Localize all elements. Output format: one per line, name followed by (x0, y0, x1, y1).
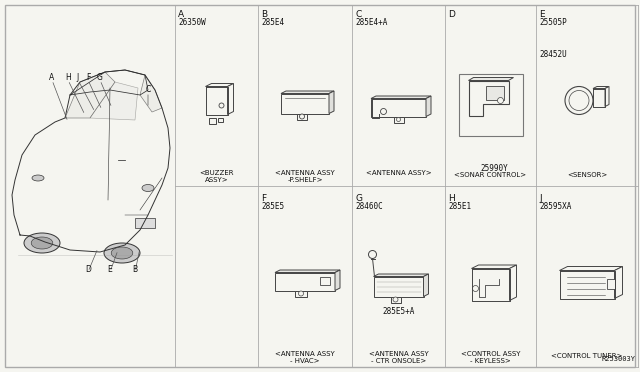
Polygon shape (281, 93, 329, 113)
Text: 285E4: 285E4 (261, 18, 284, 27)
Text: 285E5+A: 285E5+A (382, 307, 415, 315)
Text: G: G (97, 74, 103, 83)
Polygon shape (559, 266, 623, 270)
Circle shape (219, 103, 224, 108)
Ellipse shape (111, 247, 133, 259)
Text: 28460C: 28460C (355, 202, 383, 211)
Polygon shape (426, 96, 431, 116)
Polygon shape (329, 91, 334, 113)
Text: 25990Y: 25990Y (481, 164, 508, 173)
Text: 25505P: 25505P (539, 18, 567, 27)
Bar (295, 291, 307, 296)
Text: - HVAC>: - HVAC> (291, 358, 320, 364)
Polygon shape (371, 99, 426, 116)
Text: G: G (355, 194, 362, 203)
Polygon shape (90, 82, 138, 120)
Polygon shape (205, 83, 234, 87)
Text: H: H (65, 74, 71, 83)
Circle shape (565, 87, 593, 115)
Text: 28595XA: 28595XA (539, 202, 572, 211)
Ellipse shape (104, 243, 140, 263)
Text: - CTR ONSOLE>: - CTR ONSOLE> (371, 358, 426, 364)
Polygon shape (605, 87, 609, 106)
Text: 285E4+A: 285E4+A (355, 18, 387, 27)
Text: 285E1: 285E1 (448, 202, 471, 211)
Polygon shape (468, 80, 509, 115)
Text: 26350W: 26350W (178, 18, 205, 27)
Text: D: D (448, 10, 455, 19)
Circle shape (369, 250, 376, 259)
Text: 28452U: 28452U (539, 50, 567, 59)
Bar (390, 296, 401, 302)
Text: <CONTROL TUNER>: <CONTROL TUNER> (551, 353, 623, 359)
Ellipse shape (142, 185, 154, 192)
Bar (486, 86, 504, 99)
Text: B: B (261, 10, 267, 19)
Text: <BUZZER: <BUZZER (199, 170, 234, 176)
Polygon shape (281, 91, 334, 93)
Text: <ANTENNA ASSY: <ANTENNA ASSY (369, 351, 428, 357)
Text: <ANTENNA ASSY>: <ANTENNA ASSY> (365, 170, 431, 176)
Ellipse shape (32, 175, 44, 181)
Text: E: E (539, 10, 545, 19)
Ellipse shape (24, 233, 60, 253)
Bar (320, 276, 330, 285)
Circle shape (298, 291, 303, 296)
Polygon shape (275, 270, 340, 273)
Polygon shape (614, 266, 623, 298)
Circle shape (569, 90, 589, 110)
Text: 285E5: 285E5 (261, 202, 284, 211)
Text: ASSY>: ASSY> (205, 177, 228, 183)
Text: -P.SHELF>: -P.SHELF> (287, 177, 323, 183)
Text: J: J (77, 74, 79, 83)
Text: <CONTROL ASSY: <CONTROL ASSY (461, 351, 520, 357)
Polygon shape (371, 96, 431, 99)
Bar (394, 116, 403, 122)
Text: F: F (261, 194, 266, 203)
Polygon shape (424, 274, 429, 296)
Text: A: A (49, 74, 54, 83)
Text: H: H (448, 194, 455, 203)
Polygon shape (468, 77, 513, 80)
Ellipse shape (31, 237, 52, 249)
Text: <ANTENNA ASSY: <ANTENNA ASSY (275, 351, 335, 357)
Text: <SENSOR>: <SENSOR> (567, 172, 607, 178)
Circle shape (472, 285, 479, 292)
Circle shape (393, 297, 398, 302)
Text: J: J (539, 194, 541, 203)
Bar (458, 74, 522, 135)
Bar (135, 218, 155, 228)
Text: R253003Y: R253003Y (601, 356, 635, 362)
Circle shape (497, 97, 504, 103)
Polygon shape (374, 276, 424, 296)
Bar (209, 118, 216, 124)
Text: <SONAR CONTROL>: <SONAR CONTROL> (454, 172, 527, 178)
Polygon shape (509, 265, 516, 301)
Polygon shape (275, 273, 335, 291)
Bar (607, 279, 615, 289)
Polygon shape (335, 270, 340, 291)
Text: <ANTENNA ASSY: <ANTENNA ASSY (275, 170, 335, 176)
Text: D: D (85, 266, 91, 275)
Polygon shape (140, 75, 162, 112)
Text: A: A (178, 10, 184, 19)
Text: C: C (355, 10, 361, 19)
Polygon shape (593, 87, 609, 89)
Text: C: C (145, 86, 150, 94)
Polygon shape (472, 265, 516, 269)
Circle shape (397, 118, 401, 122)
Text: E: E (108, 266, 113, 275)
Bar (218, 118, 223, 122)
Polygon shape (227, 83, 234, 115)
Text: B: B (132, 266, 138, 275)
Text: - KEYLESS>: - KEYLESS> (470, 358, 511, 364)
Polygon shape (65, 72, 115, 118)
Bar (297, 113, 307, 119)
Circle shape (381, 109, 387, 115)
Circle shape (300, 114, 305, 119)
Text: F: F (86, 74, 90, 83)
Polygon shape (374, 274, 429, 276)
